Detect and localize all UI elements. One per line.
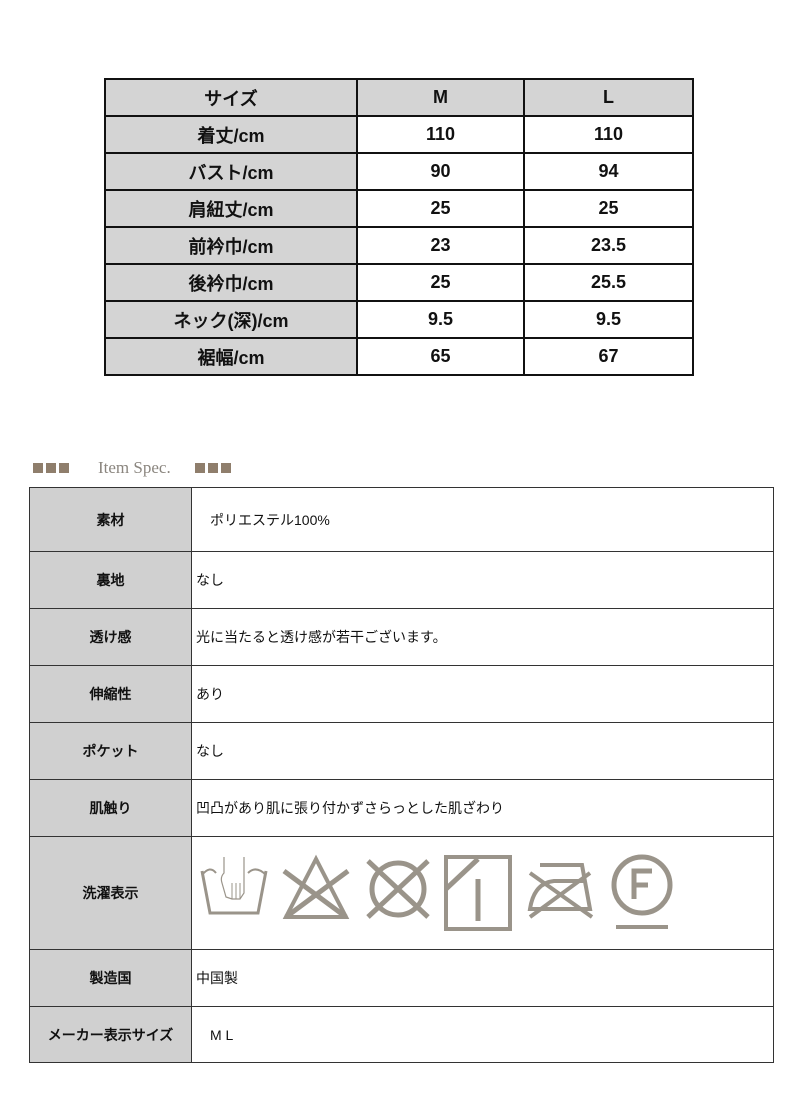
size-value: 23 <box>356 226 525 265</box>
care-icons <box>191 836 774 950</box>
hand-wash-icon <box>200 857 268 915</box>
size-table: サイズ M L 着丈/cm 110 110 バスト/cm 90 94 肩紐丈/cm 25 25 前… <box>104 78 694 376</box>
size-value: 23.5 <box>523 226 694 265</box>
spec-label: 洗濯表示 <box>29 836 192 950</box>
size-value: 25 <box>523 189 694 228</box>
row-label: 後衿巾/cm <box>104 263 358 302</box>
spec-value: なし <box>191 551 774 609</box>
size-value: 94 <box>523 152 694 191</box>
dry-clean-f-icon <box>611 854 673 929</box>
size-value: 110 <box>356 115 525 154</box>
header-cell: サイズ <box>104 78 358 117</box>
size-value: 9.5 <box>523 300 694 339</box>
spec-label: 素材 <box>29 487 192 552</box>
size-value: 90 <box>356 152 525 191</box>
spec-value: ポリエステル100% <box>191 487 774 552</box>
size-row: 前衿巾/cm 23 23.5 <box>104 226 694 265</box>
decor-square <box>59 463 69 473</box>
spec-row: 透け感 光に当たると透け感が若干ございます。 <box>29 608 774 666</box>
size-value: 110 <box>523 115 694 154</box>
spec-row: ポケット なし <box>29 722 774 780</box>
spec-label: 伸縮性 <box>29 665 192 723</box>
size-row: 裾幅/cm 65 67 <box>104 337 694 376</box>
size-row: 着丈/cm 110 110 <box>104 115 694 154</box>
spec-heading: Item Spec. <box>33 456 234 480</box>
spec-value: M L <box>191 1006 774 1063</box>
spec-row: 伸縮性 あり <box>29 665 774 723</box>
decor-square <box>194 463 205 473</box>
row-label: 前衿巾/cm <box>104 226 358 265</box>
spec-row: 裏地 なし <box>29 551 774 609</box>
size-row: バスト/cm 90 94 <box>104 152 694 191</box>
spec-label: 肌触り <box>29 779 192 837</box>
spec-label: 裏地 <box>29 551 192 609</box>
spec-label: 製造国 <box>29 949 192 1007</box>
row-label: ネック(深)/cm <box>104 300 358 339</box>
decor-square <box>207 463 218 473</box>
spec-row: 素材 ポリエステル100% <box>29 487 774 552</box>
header-cell: M <box>356 78 525 117</box>
no-bleach-icon <box>282 854 350 920</box>
no-iron-icon <box>527 863 594 919</box>
row-label: 肩紐丈/cm <box>104 189 358 228</box>
spec-title: Item Spec. <box>98 458 171 477</box>
spec-table: 素材 ポリエステル100% 裏地 なし 透け感 光に当たると透け感が若干ございます。 伸縮… <box>29 487 774 1063</box>
header-cell: L <box>523 78 694 117</box>
spec-label: ポケット <box>29 722 192 780</box>
spec-row: メーカー表示サイズ M L <box>29 1006 774 1063</box>
spec-label: メーカー表示サイズ <box>29 1006 192 1063</box>
row-label: 着丈/cm <box>104 115 358 154</box>
spec-value: 凹凸があり肌に張り付かずさらっとした肌ざわり <box>191 779 774 837</box>
spec-row: 肌触り 凹凸があり肌に張り付かずさらっとした肌ざわり <box>29 779 774 837</box>
size-row: 後衿巾/cm 25 25.5 <box>104 263 694 302</box>
size-row: 肩紐丈/cm 25 25 <box>104 189 694 228</box>
spec-label: 透け感 <box>29 608 192 666</box>
size-table-header: サイズ M L <box>104 78 694 117</box>
decor-square <box>33 463 43 473</box>
no-tumble-dry-icon <box>366 859 430 919</box>
spec-value: なし <box>191 722 774 780</box>
size-row: ネック(深)/cm 9.5 9.5 <box>104 300 694 339</box>
size-value: 9.5 <box>356 300 525 339</box>
line-dry-shade-icon <box>444 855 512 931</box>
size-value: 25.5 <box>523 263 694 302</box>
spec-value: あり <box>191 665 774 723</box>
row-label: バスト/cm <box>104 152 358 191</box>
spec-row: 洗濯表示 <box>29 836 774 950</box>
spec-value: 中国製 <box>191 949 774 1007</box>
spec-row: 製造国 中国製 <box>29 949 774 1007</box>
size-value: 25 <box>356 189 525 228</box>
decor-square <box>46 463 56 473</box>
decor-square <box>220 463 231 473</box>
size-value: 65 <box>356 337 525 376</box>
row-label: 裾幅/cm <box>104 337 358 376</box>
size-value: 25 <box>356 263 525 302</box>
size-value: 67 <box>523 337 694 376</box>
spec-value: 光に当たると透け感が若干ございます。 <box>191 608 774 666</box>
